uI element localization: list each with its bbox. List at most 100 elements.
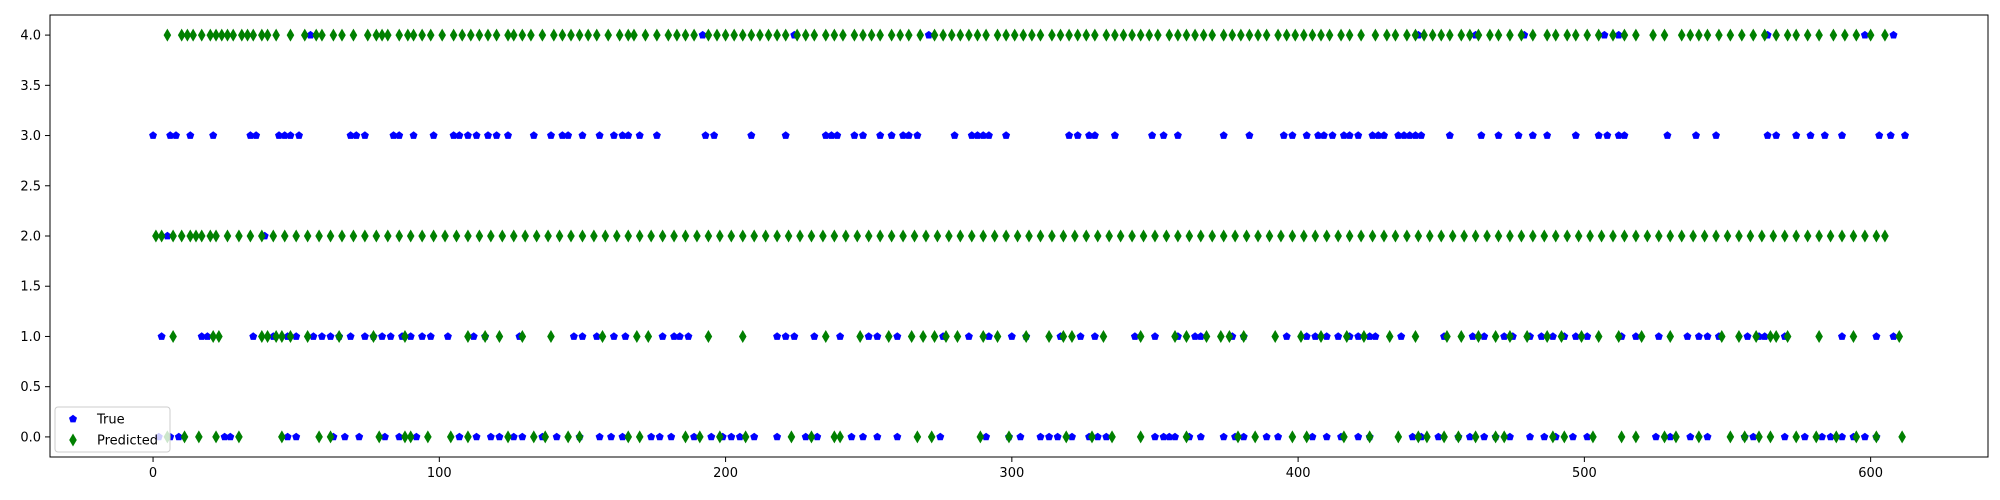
predicted-point: [1866, 28, 1875, 42]
true-point: [1196, 332, 1205, 340]
predicted-point: [956, 229, 965, 243]
true-point: [1568, 432, 1577, 441]
predicted-point: [956, 28, 965, 42]
true-point: [578, 332, 587, 340]
predicted-point: [635, 430, 644, 444]
true-point: [859, 432, 867, 441]
predicted-point: [1162, 229, 1171, 243]
true-point: [1130, 332, 1139, 340]
predicted-point: [1695, 28, 1703, 42]
predicted-point: [1792, 28, 1801, 42]
predicted-point: [1254, 229, 1262, 243]
predicted-point: [1715, 28, 1723, 42]
true-point: [1480, 332, 1489, 340]
true-point: [1282, 332, 1291, 340]
true-point: [595, 131, 604, 139]
true-point: [836, 332, 845, 340]
true-point: [504, 131, 512, 139]
true-point: [455, 131, 464, 139]
true-point: [409, 131, 418, 139]
true-point: [1173, 131, 1182, 139]
predicted-point: [209, 329, 217, 343]
true-point: [1016, 432, 1025, 441]
true-point: [1600, 30, 1609, 39]
predicted-point: [982, 28, 990, 42]
predicted-point: [1302, 430, 1311, 444]
true-point: [1901, 131, 1909, 139]
predicted-point: [1620, 229, 1629, 243]
predicted-point: [452, 229, 461, 243]
predicted-point: [263, 28, 272, 42]
predicted-point: [467, 28, 475, 42]
true-point: [1151, 332, 1159, 340]
predicted-point: [1815, 329, 1823, 343]
predicted-point: [993, 329, 1002, 343]
predicted-point: [1543, 329, 1551, 343]
true-point: [1159, 131, 1168, 139]
predicted-point: [186, 229, 195, 243]
y-tick-label: 1.0: [20, 330, 41, 345]
true-point: [1528, 131, 1537, 139]
predicted-point: [741, 430, 750, 444]
predicted-point: [406, 430, 415, 444]
predicted-point: [1571, 28, 1580, 42]
predicted-point: [326, 430, 335, 444]
true-point: [203, 332, 212, 340]
predicted-point: [492, 28, 501, 42]
y-tick-label: 3.0: [20, 129, 41, 144]
true-point: [197, 332, 206, 340]
predicted-point: [1271, 329, 1280, 343]
true-point: [380, 432, 389, 441]
predicted-point: [1202, 329, 1211, 343]
predicted-point: [1723, 229, 1732, 243]
predicted-point: [575, 430, 584, 444]
predicted-point: [1895, 329, 1904, 343]
predicted-point: [747, 28, 756, 42]
predicted-point: [615, 28, 624, 42]
predicted-point: [363, 28, 372, 42]
predicted-point: [518, 329, 527, 343]
true-point: [292, 432, 301, 441]
true-point: [1505, 432, 1514, 441]
predicted-point: [1182, 430, 1191, 444]
true-point: [509, 432, 518, 441]
predicted-point: [498, 229, 507, 243]
predicted-point: [1660, 430, 1669, 444]
predicted-point: [504, 430, 512, 444]
predicted-point: [653, 28, 661, 42]
predicted-point: [246, 229, 255, 243]
predicted-point: [933, 229, 942, 243]
predicted-point: [532, 229, 541, 243]
predicted-point: [965, 28, 973, 42]
true-point: [873, 432, 882, 441]
predicted-point: [180, 430, 189, 444]
true-point: [1093, 432, 1102, 441]
predicted-point: [713, 28, 721, 42]
predicted-point: [1666, 329, 1675, 343]
true-point: [1537, 332, 1546, 340]
x-axis-ticks: 0 100 200 300 400 500 600: [149, 457, 1883, 481]
predicted-point: [1758, 229, 1766, 243]
true-point: [1631, 332, 1640, 340]
predicted-point: [1091, 28, 1099, 42]
predicted-point: [1357, 229, 1365, 243]
predicted-point: [764, 28, 773, 42]
predicted-point: [1474, 329, 1483, 343]
predicted-point: [704, 229, 713, 243]
predicted-point: [544, 229, 552, 243]
predicted-point: [1872, 229, 1881, 243]
predicted-point: [673, 28, 681, 42]
true-point: [1371, 332, 1380, 340]
predicted-point: [979, 229, 988, 243]
true-point: [547, 131, 555, 139]
predicted-point: [258, 329, 266, 343]
predicted-point: [910, 229, 919, 243]
y-tick-label: 2.5: [20, 179, 41, 194]
predicted-point: [318, 28, 326, 42]
predicted-point: [235, 229, 243, 243]
true-point: [1065, 131, 1074, 139]
true-point: [1191, 332, 1199, 340]
predicted-point: [280, 229, 289, 243]
true-point: [1480, 432, 1489, 441]
